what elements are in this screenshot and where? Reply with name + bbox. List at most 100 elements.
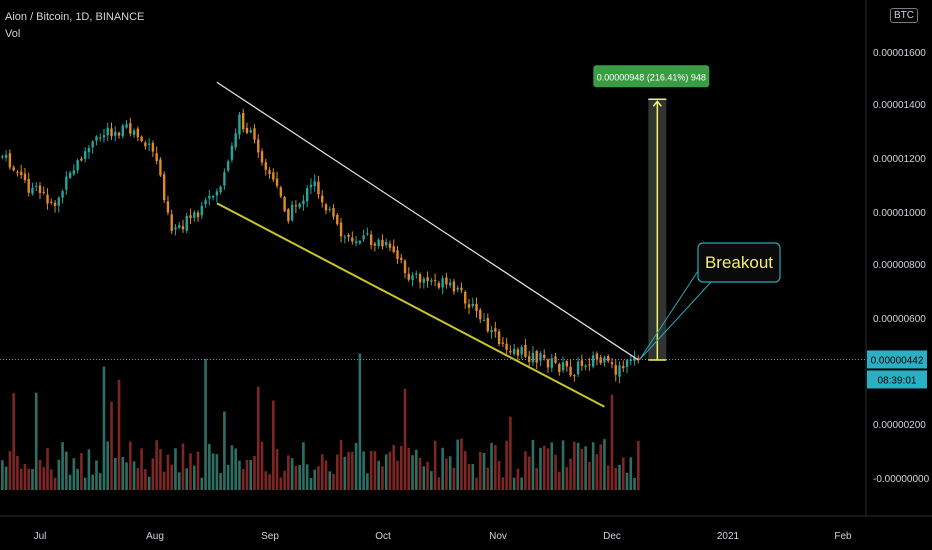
measure-label: 0.00000948 (216.41%) 948 <box>597 72 706 82</box>
candle-body <box>99 137 102 139</box>
volume-bar <box>497 460 501 490</box>
volume-bar <box>61 442 64 490</box>
candle-body <box>272 172 275 180</box>
volume-bar <box>561 440 565 490</box>
candle-body <box>497 331 501 344</box>
candle-body <box>196 212 200 218</box>
volume-bar <box>305 464 309 490</box>
candle-body <box>633 357 636 361</box>
candle-body <box>117 132 121 136</box>
volume-bar <box>494 445 497 490</box>
candle-body <box>464 291 467 304</box>
volume-bar <box>65 451 68 490</box>
candle-body <box>283 196 286 212</box>
volume-bar <box>351 451 354 490</box>
volume-layer <box>1 353 640 490</box>
symbol-title[interactable]: Aion / Bitcoin, 1D, BINANCE <box>5 11 145 23</box>
volume-bar <box>98 473 102 490</box>
volume-bar <box>16 455 19 490</box>
volume-bar <box>121 456 125 490</box>
breakout-label: Breakout <box>705 253 773 272</box>
candle-body <box>328 208 331 210</box>
volume-bar <box>19 468 23 490</box>
volume-bar <box>366 473 369 490</box>
volume-bar <box>339 439 343 490</box>
volume-bar <box>294 465 298 490</box>
price-tick-label: 0.00001600 <box>873 48 926 59</box>
volume-bar <box>27 468 31 490</box>
volume-bar <box>505 440 508 490</box>
candle-body <box>486 317 489 332</box>
volume-bar <box>445 458 448 490</box>
volume-bar <box>463 451 467 490</box>
candle-body <box>215 191 219 196</box>
volume-bar <box>418 457 422 490</box>
volume-bar <box>335 454 339 490</box>
candle-body <box>392 246 395 252</box>
volume-bar <box>343 456 347 490</box>
candle-body <box>384 241 388 246</box>
currency-button[interactable]: BTC <box>890 8 918 23</box>
price-tick-label: 0.00001200 <box>873 154 926 165</box>
volume-bar <box>83 477 87 490</box>
volume-bar <box>140 448 143 490</box>
volume-bar <box>576 442 580 490</box>
volume-bar <box>110 401 113 490</box>
candle-body <box>403 260 407 274</box>
candle-body <box>373 243 377 246</box>
breakout-callout[interactable] <box>697 242 781 283</box>
candle-body <box>83 151 87 160</box>
candle-body <box>147 143 151 145</box>
volume-bar <box>275 449 279 490</box>
volume-bar <box>238 460 241 490</box>
volume-bar <box>68 474 72 490</box>
volume-bar <box>535 468 539 490</box>
volume-bar <box>501 477 505 490</box>
candle-body <box>561 362 565 371</box>
volume-bar <box>324 460 328 490</box>
volume-bar <box>125 462 128 490</box>
candle-body <box>208 195 211 199</box>
candle-body <box>31 187 34 194</box>
candle-body <box>72 170 76 175</box>
time-axis[interactable]: Jul Aug Sep Oct Nov Dec 2021 Feb <box>34 531 852 542</box>
volume-bar <box>144 469 147 490</box>
volume-bar <box>452 467 456 490</box>
support-trendline[interactable] <box>216 202 605 408</box>
candle-body <box>336 214 339 225</box>
candle-body <box>452 281 456 292</box>
candle-body <box>309 184 313 188</box>
candle-body <box>422 278 426 283</box>
volume-bar <box>241 469 245 490</box>
volume-bar <box>136 467 140 490</box>
volume-bar <box>403 388 407 490</box>
time-tick-label: Nov <box>489 531 507 542</box>
volume-indicator-label[interactable]: Vol <box>5 28 21 40</box>
volume-bar <box>290 458 294 490</box>
candle-body <box>136 128 140 138</box>
volume-bar <box>437 477 441 490</box>
candle-body <box>482 319 486 321</box>
last-price-value: 0.00000442 <box>871 355 924 366</box>
volume-bar <box>12 393 15 490</box>
volume-bar <box>129 441 132 490</box>
candle-body <box>313 181 316 187</box>
price-axis[interactable]: 0.00001600 0.00001400 0.00001200 0.00001000… <box>873 48 930 485</box>
volume-bar <box>456 439 459 490</box>
volume-bar <box>155 440 158 490</box>
candle-body <box>588 364 591 366</box>
volume-bar <box>625 472 629 490</box>
volume-bar <box>76 468 79 490</box>
candle-body <box>95 136 98 141</box>
volume-bar <box>550 442 554 490</box>
volume-bar <box>159 449 162 490</box>
volume-bar <box>309 477 313 490</box>
volume-bar <box>358 353 362 490</box>
resistance-trendline[interactable] <box>216 81 639 361</box>
candle-body <box>637 357 640 359</box>
volume-bar <box>377 460 380 490</box>
candle-body <box>253 128 256 140</box>
measure-label-box <box>593 65 710 88</box>
candle-body <box>57 197 61 206</box>
